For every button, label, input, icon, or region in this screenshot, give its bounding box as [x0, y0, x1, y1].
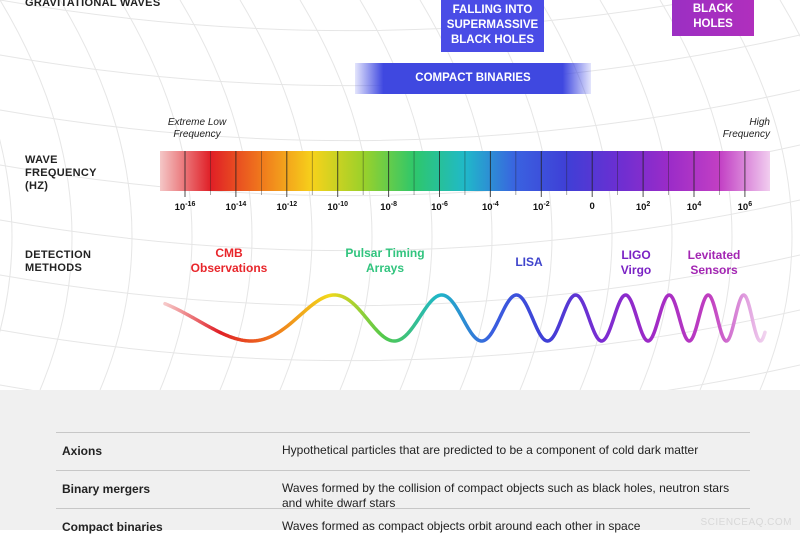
source-banner-supermassive: FALLING INTO SUPERMASSIVE BLACK HOLES — [441, 0, 544, 52]
frequency-tick-label: 10-16 — [174, 201, 196, 214]
glossary-term: Binary mergers — [62, 482, 151, 496]
detection-method-label: LISA — [515, 255, 543, 269]
low-frequency-note: Extreme Low Frequency — [167, 117, 227, 140]
glossary-row: Axions Hypothetical particles that are pr… — [56, 432, 750, 471]
detection-method-label: Pulsar Timing Arrays — [345, 246, 425, 275]
frequency-tick-label: 0 — [589, 201, 595, 212]
frequency-tick-label: 10-6 — [431, 201, 448, 214]
glossary-definition: Hypothetical particles that are predicte… — [282, 443, 699, 457]
frequency-row-label: WAVE FREQUENCY (HZ) — [25, 154, 97, 192]
frequency-tick-label: 104 — [686, 201, 702, 214]
glossary-term: Compact binaries — [62, 520, 163, 534]
diagram-title: GRAVITATIONAL WAVES — [25, 0, 161, 9]
frequency-tick-label: 10-4 — [481, 201, 499, 214]
glossary-term: Axions — [62, 444, 103, 458]
frequency-tick-label: 106 — [737, 201, 753, 214]
detection-method-label: LIGO Virgo — [620, 248, 652, 277]
gravitational-wave-curve — [163, 293, 767, 343]
glossary-table: Axions Hypothetical particles that are pr… — [0, 390, 800, 534]
detection-row-label: DETECTION METHODS — [25, 249, 92, 274]
source-banner-black-holes: BLACK HOLES — [672, 0, 754, 36]
source-banner-compact-binaries: COMPACT BINARIES — [355, 63, 591, 94]
detection-method-label: CMB Observations — [190, 246, 268, 275]
source-label-supermassive: FALLING INTO SUPERMASSIVE BLACK HOLES — [446, 4, 539, 46]
frequency-spectrum-bar — [160, 151, 770, 197]
glossary-row: Compact binaries Waves formed as compact … — [56, 508, 750, 539]
glossary-row: Binary mergers Waves formed by the collis… — [56, 470, 750, 510]
detection-method-label: Levitated Sensors — [687, 248, 741, 277]
frequency-tick-label: 10-12 — [276, 201, 298, 214]
frequency-tick-label: 10-2 — [532, 201, 550, 214]
frequency-tick-label: 102 — [635, 201, 651, 214]
frequency-tick-label: 10-14 — [225, 201, 247, 214]
glossary-definition: Waves formed by the collision of compact… — [282, 481, 730, 510]
source-label-black-holes: BLACK HOLES — [692, 3, 734, 30]
frequency-tick-label: 10-10 — [327, 201, 349, 214]
glossary-definition: Waves formed as compact objects orbit ar… — [282, 519, 641, 533]
watermark: SCIENCEAQ.COM — [700, 517, 792, 528]
frequency-tick-label: 10-8 — [380, 201, 397, 214]
high-frequency-note: High Frequency — [722, 117, 770, 140]
